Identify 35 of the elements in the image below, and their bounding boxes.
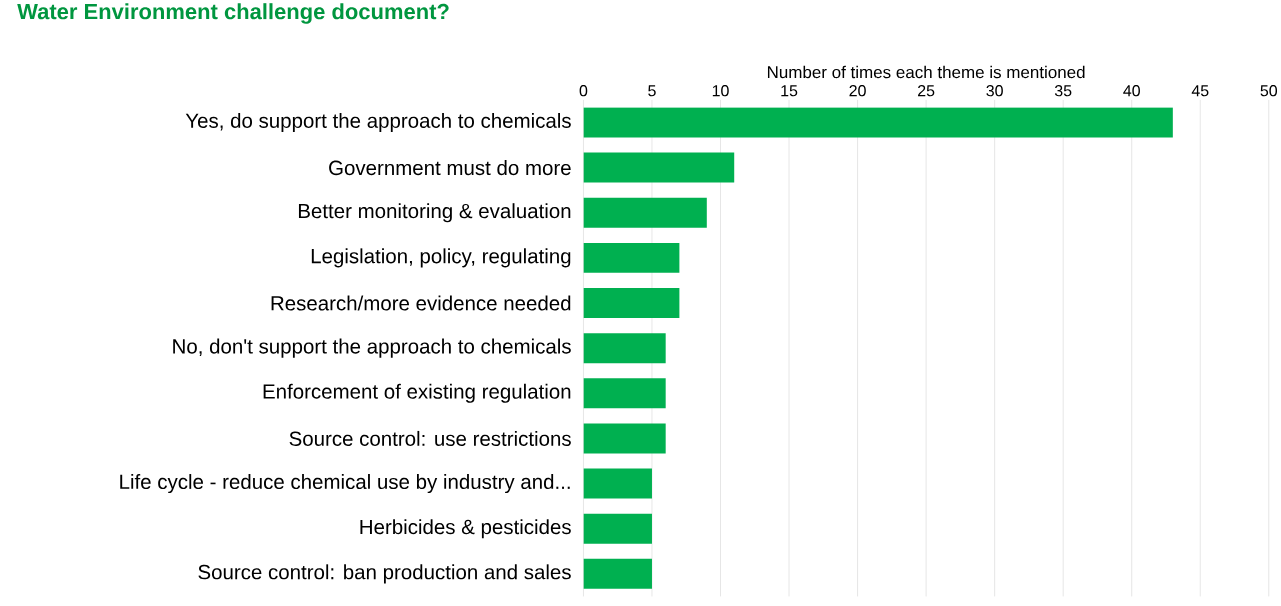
y-tick-label: Yes, do support the approach to chemicals (185, 112, 571, 132)
x-tick-label: 35 (1054, 84, 1072, 97)
y-tick-label: Research/more evidence needed (271, 295, 571, 311)
bar (583, 287, 680, 318)
x-tick-label: 30 (986, 84, 1003, 97)
y-tick-label: Better monitoring & evaluation (298, 203, 571, 223)
x-tick-label: 25 (918, 84, 935, 97)
bar (583, 332, 666, 363)
bar (583, 468, 652, 499)
bar (583, 242, 680, 273)
x-tick-label: 40 (1123, 84, 1140, 97)
x-tick-label: 50 (1260, 84, 1278, 97)
x-tick-label: 10 (712, 84, 729, 97)
x-axis-title: Number of times each theme is mentioned (767, 65, 1085, 78)
y-tick-label: Life cycle - reduce chemical use by industry and... (120, 473, 570, 493)
x-tick-label: 20 (849, 84, 866, 97)
y-tick-label: Source control: ban production and sales (198, 564, 571, 584)
y-tick-label: Herbicides & pesticides (360, 518, 571, 539)
text: Water Environment challenge document? (17, 2, 449, 24)
x-tick-label: 15 (781, 85, 798, 97)
bar (583, 107, 1173, 138)
y-tick-label: Source control: use restrictions (289, 430, 571, 446)
bar (583, 513, 652, 544)
bar (583, 152, 735, 183)
y-tick-label: Enforcement of existing regulation (263, 383, 571, 403)
y-tick-label: Legislation, policy, regulating (311, 248, 571, 268)
x-tick-label: 5 (648, 85, 656, 97)
x-tick-label: 0 (579, 84, 588, 97)
bar (583, 197, 707, 228)
bar (583, 378, 666, 409)
y-tick-label: Government must do more (329, 159, 571, 175)
x-tick-label: 45 (1191, 85, 1209, 97)
y-tick-label: No, don't support the approach to chemicals (173, 338, 571, 358)
bar (583, 423, 666, 454)
bar (583, 558, 652, 589)
